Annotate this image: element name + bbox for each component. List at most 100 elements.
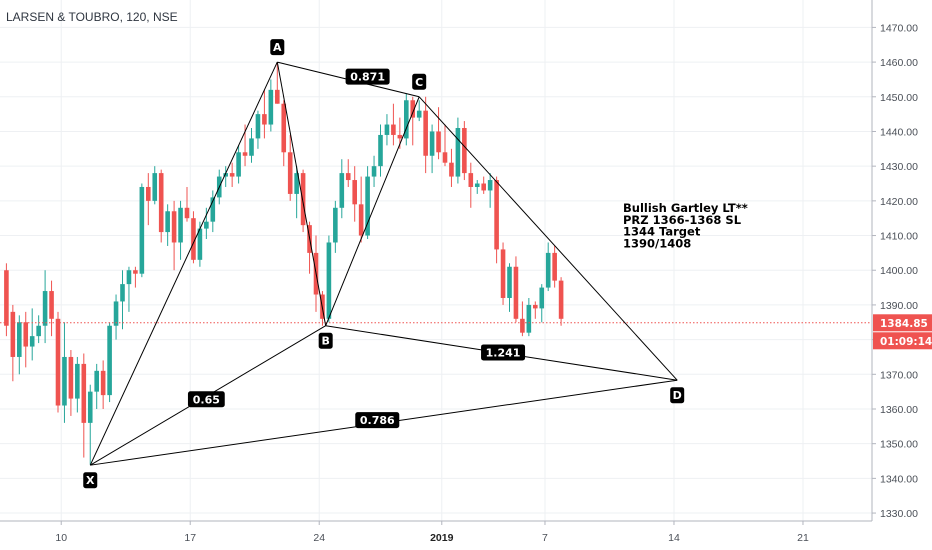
candle [365, 166, 370, 240]
price-tick-label: 1330.00 [880, 508, 918, 520]
candle-body [539, 287, 545, 309]
candle [165, 204, 170, 246]
price-tick-label: 1460.00 [880, 57, 918, 69]
candle-body [262, 114, 267, 125]
annotation-text: Bullish Gartley LT**PRZ 1366-1368 SL1344… [623, 201, 748, 250]
candle [358, 176, 364, 243]
ratio-label: 1.241 [481, 344, 526, 361]
price-tick-label: 1370.00 [880, 369, 918, 381]
chart-title: LARSEN & TOUBRO, 120, NSE [6, 10, 178, 24]
candle [500, 242, 506, 305]
candle-body [171, 211, 177, 243]
price-axis[interactable]: 1330.001340.001350.001360.001370.001380.… [871, 0, 932, 550]
candle [75, 356, 80, 413]
annotation-line: 1390/1408 [623, 236, 691, 250]
candle [87, 384, 93, 465]
candle-body [23, 322, 29, 347]
candle-body [152, 173, 158, 201]
candle [449, 148, 454, 187]
point-box [318, 332, 333, 349]
time-axis[interactable]: 10 17 24 2019 7 14 21 [0, 520, 932, 550]
point-box [412, 73, 427, 90]
candle [526, 297, 532, 337]
candle-body [294, 173, 299, 194]
candle-body [474, 183, 480, 187]
gartley-pattern[interactable] [89, 61, 678, 466]
price-tick-label: 1420.00 [880, 196, 918, 208]
candle [558, 277, 564, 326]
point-text: D [673, 389, 682, 402]
annotation-line: PRZ 1366-1368 SL [623, 213, 742, 227]
candle-body [146, 186, 151, 201]
candle-body [55, 318, 61, 406]
ratio-label-box [345, 68, 390, 85]
candle [191, 211, 196, 264]
candle-body [17, 322, 22, 357]
candle [513, 256, 519, 323]
candle [152, 166, 158, 205]
point-d: D [670, 387, 685, 404]
candle [223, 166, 228, 187]
price-tick-label: 1360.00 [880, 404, 918, 416]
candle-body [339, 173, 345, 208]
point-text: C [415, 76, 423, 89]
point-c: C [412, 73, 427, 90]
price-tick-label: 1410.00 [880, 231, 918, 243]
candle-body [210, 197, 216, 222]
candle-body [42, 291, 48, 326]
candle [178, 200, 183, 260]
ratio-label-text: 0.786 [360, 414, 395, 427]
candle [520, 301, 525, 337]
candle-body [191, 218, 196, 260]
candle-body [139, 186, 145, 274]
candle-body [468, 173, 474, 187]
candle [462, 121, 467, 181]
candle-body [204, 221, 209, 229]
candle [371, 155, 377, 187]
candle-body [113, 301, 119, 326]
candle-body [184, 207, 190, 219]
candle [423, 96, 428, 174]
candle [113, 294, 119, 340]
candle [391, 103, 396, 146]
ratio-label-text: 1.241 [486, 346, 521, 359]
candle [36, 315, 41, 344]
candle-body [236, 152, 241, 177]
candle [94, 363, 99, 409]
candle-body [520, 318, 525, 333]
candle-body [275, 89, 280, 104]
candle [416, 100, 422, 122]
price-tick-label: 1440.00 [880, 126, 918, 138]
time-axis-bg [0, 521, 932, 550]
candle-body [49, 291, 54, 319]
candle [404, 93, 409, 146]
candle [487, 173, 493, 208]
countdown-tag: 01:09:14 [873, 332, 932, 350]
candle-body [29, 336, 35, 347]
candle [146, 173, 151, 226]
candle [100, 360, 106, 409]
last-price-tag: 1384.85 [873, 314, 932, 332]
candle [333, 200, 338, 253]
ratio-label: 0.871 [345, 68, 390, 85]
ratio-labels: 0.871 0.65 1.241 0.786 [187, 68, 526, 429]
candle [287, 134, 293, 201]
candle-body [197, 228, 203, 260]
candle-body [462, 128, 467, 174]
candle [429, 124, 435, 174]
candle-body [500, 249, 506, 298]
candle-body [94, 370, 99, 392]
candle [281, 100, 287, 167]
candle-body [429, 131, 435, 156]
last-price-tag-bg [873, 314, 932, 332]
candle-body [397, 134, 403, 139]
candle-body [36, 325, 41, 337]
ratio-label: 0.786 [355, 412, 400, 429]
ratio-label-box [481, 344, 526, 361]
candle [468, 162, 474, 208]
candle [384, 114, 390, 146]
candle [120, 270, 125, 330]
point-box [83, 472, 98, 489]
